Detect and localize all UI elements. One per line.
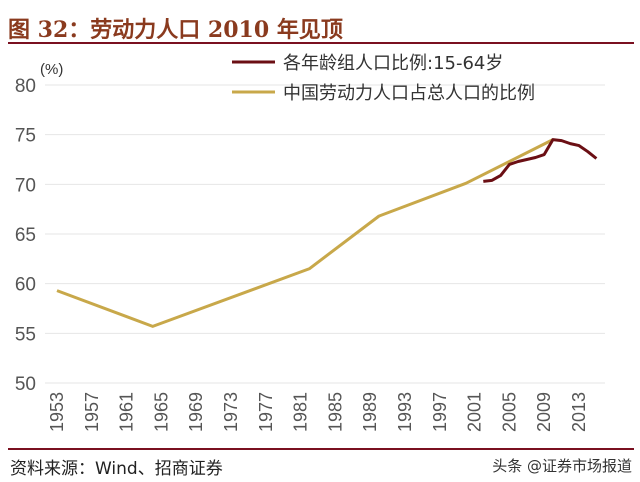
x-tick-label: 1997 [430, 392, 450, 432]
x-tick-label: 2013 [569, 392, 589, 432]
y-tick-label: 80 [15, 76, 36, 97]
title-rule [8, 42, 634, 44]
x-tick-label: 2005 [499, 392, 519, 432]
x-tick-label: 1965 [151, 392, 171, 432]
watermark: 头条 @证券市场报道 [492, 457, 632, 475]
x-tick-label: 2001 [465, 392, 485, 432]
x-tick-label: 1985 [325, 392, 345, 432]
series-line [56, 138, 554, 328]
x-tick-label: 1973 [221, 392, 241, 432]
y-tick-label: 50 [15, 374, 36, 395]
y-axis-unit: (%) [40, 61, 63, 78]
x-tick-label: 1977 [256, 392, 276, 432]
footer-rule [8, 448, 634, 450]
x-tick-label: 1969 [186, 392, 206, 432]
y-tick-label: 55 [15, 324, 36, 345]
x-tick-label: 1981 [291, 392, 311, 432]
y-tick-label: 70 [15, 175, 36, 196]
y-tick-label: 60 [15, 275, 36, 296]
x-tick-label: 1961 [117, 392, 137, 432]
chart-title: 图 32：劳动力人口 2010 年见顶 [8, 17, 343, 43]
series-line [483, 138, 598, 183]
x-tick-label: 2009 [534, 392, 554, 432]
y-tick-label: 75 [15, 126, 36, 147]
y-tick-label: 65 [15, 225, 36, 246]
source-note: 资料来源：Wind、招商证券 [10, 459, 223, 479]
legend-label: 中国劳动力人口占总人口的比例 [283, 83, 535, 104]
x-tick-label: 1957 [82, 392, 102, 432]
x-tick-label: 1993 [395, 392, 415, 432]
legend-label: 各年龄组人口比例:15-64岁 [283, 53, 503, 74]
x-tick-label: 1989 [360, 392, 380, 432]
x-tick-label: 1953 [47, 392, 67, 432]
